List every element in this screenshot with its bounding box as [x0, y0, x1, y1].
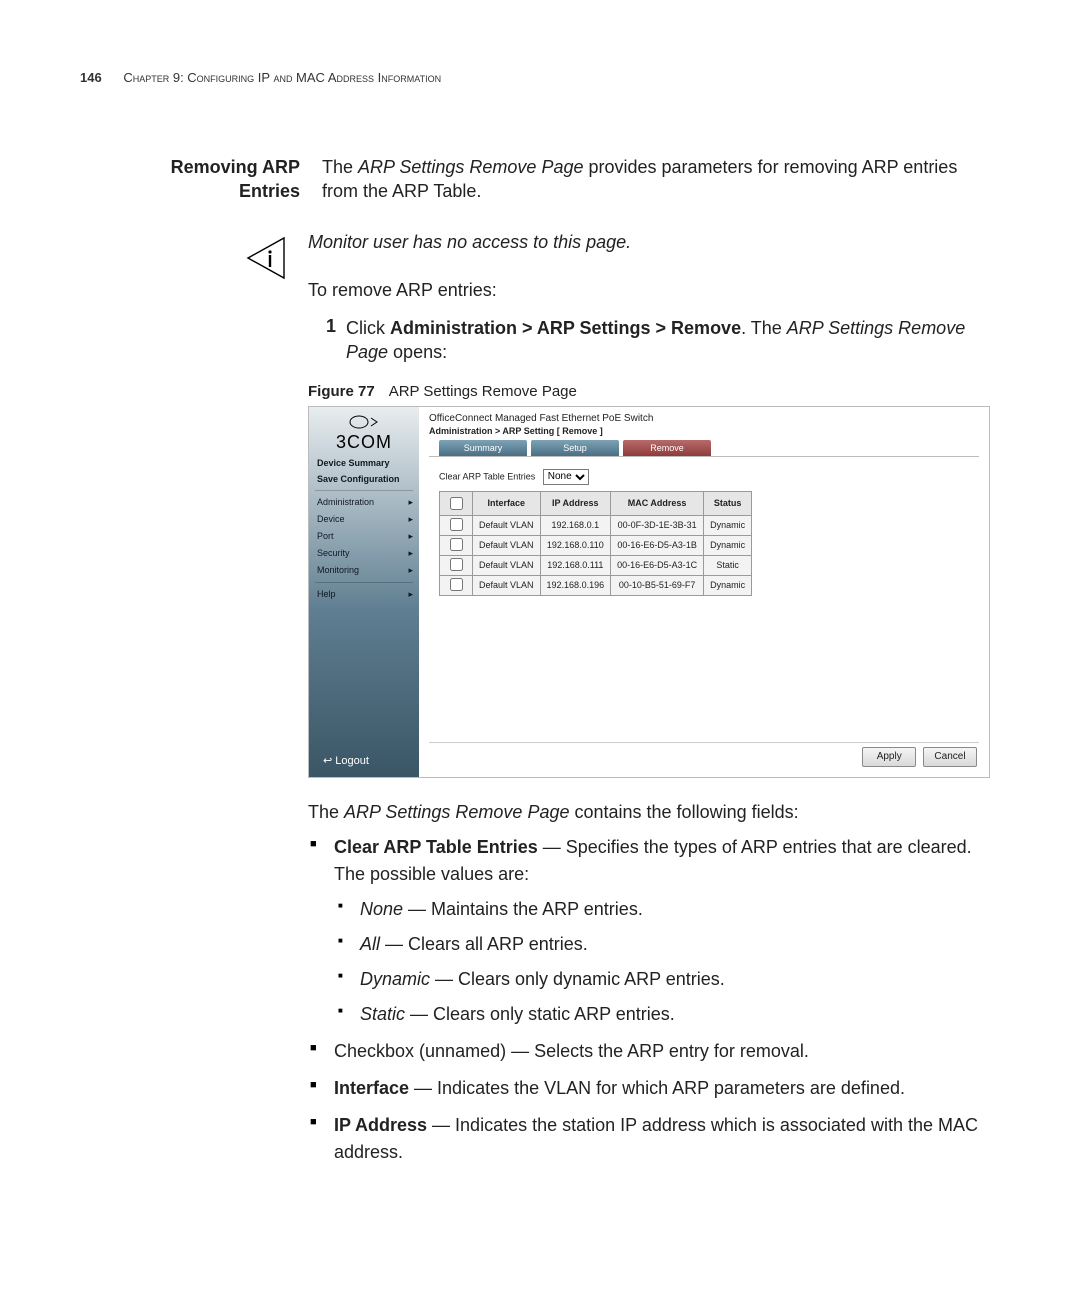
- sidebar-item[interactable]: Administration▸: [309, 494, 419, 511]
- table-row: Default VLAN192.168.0.11100-16-E6-D5-A3-…: [440, 555, 752, 575]
- table-row: Default VLAN192.168.0.19600-10-B5-51-69-…: [440, 575, 752, 595]
- row-checkbox[interactable]: [450, 518, 463, 531]
- list-item: All — Clears all ARP entries.: [334, 931, 990, 958]
- monitor-note: Monitor user has no access to this page.: [308, 230, 990, 254]
- tab[interactable]: Setup: [531, 440, 619, 456]
- table-row: Default VLAN192.168.0.100-0F-3D-1E-3B-31…: [440, 515, 752, 535]
- page-header: 146 Chapter 9: Configuring IP and MAC Ad…: [80, 70, 990, 85]
- field-list: Clear ARP Table Entries — Specifies the …: [308, 834, 990, 1166]
- section-intro: The ARP Settings Remove Page provides pa…: [322, 155, 990, 204]
- sidebar: 3COM Device SummarySave Configuration Adm…: [309, 407, 419, 777]
- lead-text: To remove ARP entries:: [308, 278, 990, 302]
- section-heading: Removing ARP Entries: [80, 155, 300, 204]
- list-item: Clear ARP Table Entries — Specifies the …: [308, 834, 990, 1028]
- list-item: IP Address — Indicates the station IP ad…: [308, 1112, 990, 1166]
- select-all-checkbox[interactable]: [450, 497, 463, 510]
- figure-caption: Figure 77ARP Settings Remove Page: [308, 383, 990, 400]
- list-item: None — Maintains the ARP entries.: [334, 896, 990, 923]
- tab[interactable]: Remove: [623, 440, 711, 456]
- product-title: OfficeConnect Managed Fast Ethernet PoE …: [419, 407, 989, 424]
- apply-button[interactable]: Apply: [862, 747, 916, 767]
- info-icon: [246, 236, 286, 280]
- sidebar-item[interactable]: Device▸: [309, 511, 419, 528]
- cancel-button[interactable]: Cancel: [923, 747, 977, 767]
- list-item: Checkbox (unnamed) — Selects the ARP ent…: [308, 1038, 990, 1065]
- list-item: Static — Clears only static ARP entries.: [334, 1001, 990, 1028]
- logout-link[interactable]: Logout: [323, 754, 369, 767]
- list-item: Dynamic — Clears only dynamic ARP entrie…: [334, 966, 990, 993]
- sidebar-item[interactable]: Security▸: [309, 545, 419, 562]
- sidebar-item[interactable]: Port▸: [309, 528, 419, 545]
- sidebar-item[interactable]: Monitoring▸: [309, 562, 419, 579]
- sidebar-item[interactable]: Help▸: [309, 586, 419, 603]
- screenshot: 3COM Device SummarySave Configuration Adm…: [308, 406, 990, 778]
- step-number: 1: [308, 316, 346, 365]
- sidebar-item[interactable]: Device Summary: [309, 455, 419, 471]
- step-body: Click Administration > ARP Settings > Re…: [346, 316, 990, 365]
- clear-row: Clear ARP Table Entries None: [419, 465, 989, 491]
- chapter-title: Chapter 9: Configuring IP and MAC Addres…: [123, 70, 441, 85]
- row-checkbox[interactable]: [450, 538, 463, 551]
- page-number: 146: [80, 70, 102, 85]
- table-row: Default VLAN192.168.0.11000-16-E6-D5-A3-…: [440, 535, 752, 555]
- button-bar: Apply Cancel: [858, 747, 977, 767]
- tab-bar: SummarySetupRemove: [419, 440, 989, 456]
- sidebar-item[interactable]: Save Configuration: [309, 471, 419, 487]
- row-checkbox[interactable]: [450, 578, 463, 591]
- logo: 3COM: [309, 407, 419, 455]
- clear-values-list: None — Maintains the ARP entries. All — C…: [334, 896, 990, 1028]
- post-figure-lead: The ARP Settings Remove Page contains th…: [308, 800, 990, 824]
- tab[interactable]: Summary: [439, 440, 527, 456]
- screenshot-main: OfficeConnect Managed Fast Ethernet PoE …: [419, 407, 989, 777]
- breadcrumb: Administration > ARP Setting [ Remove ]: [419, 424, 989, 440]
- arp-table: InterfaceIP AddressMAC AddressStatus Def…: [439, 491, 752, 596]
- row-checkbox[interactable]: [450, 558, 463, 571]
- clear-select[interactable]: None: [543, 469, 589, 485]
- list-item: Interface — Indicates the VLAN for which…: [308, 1075, 990, 1102]
